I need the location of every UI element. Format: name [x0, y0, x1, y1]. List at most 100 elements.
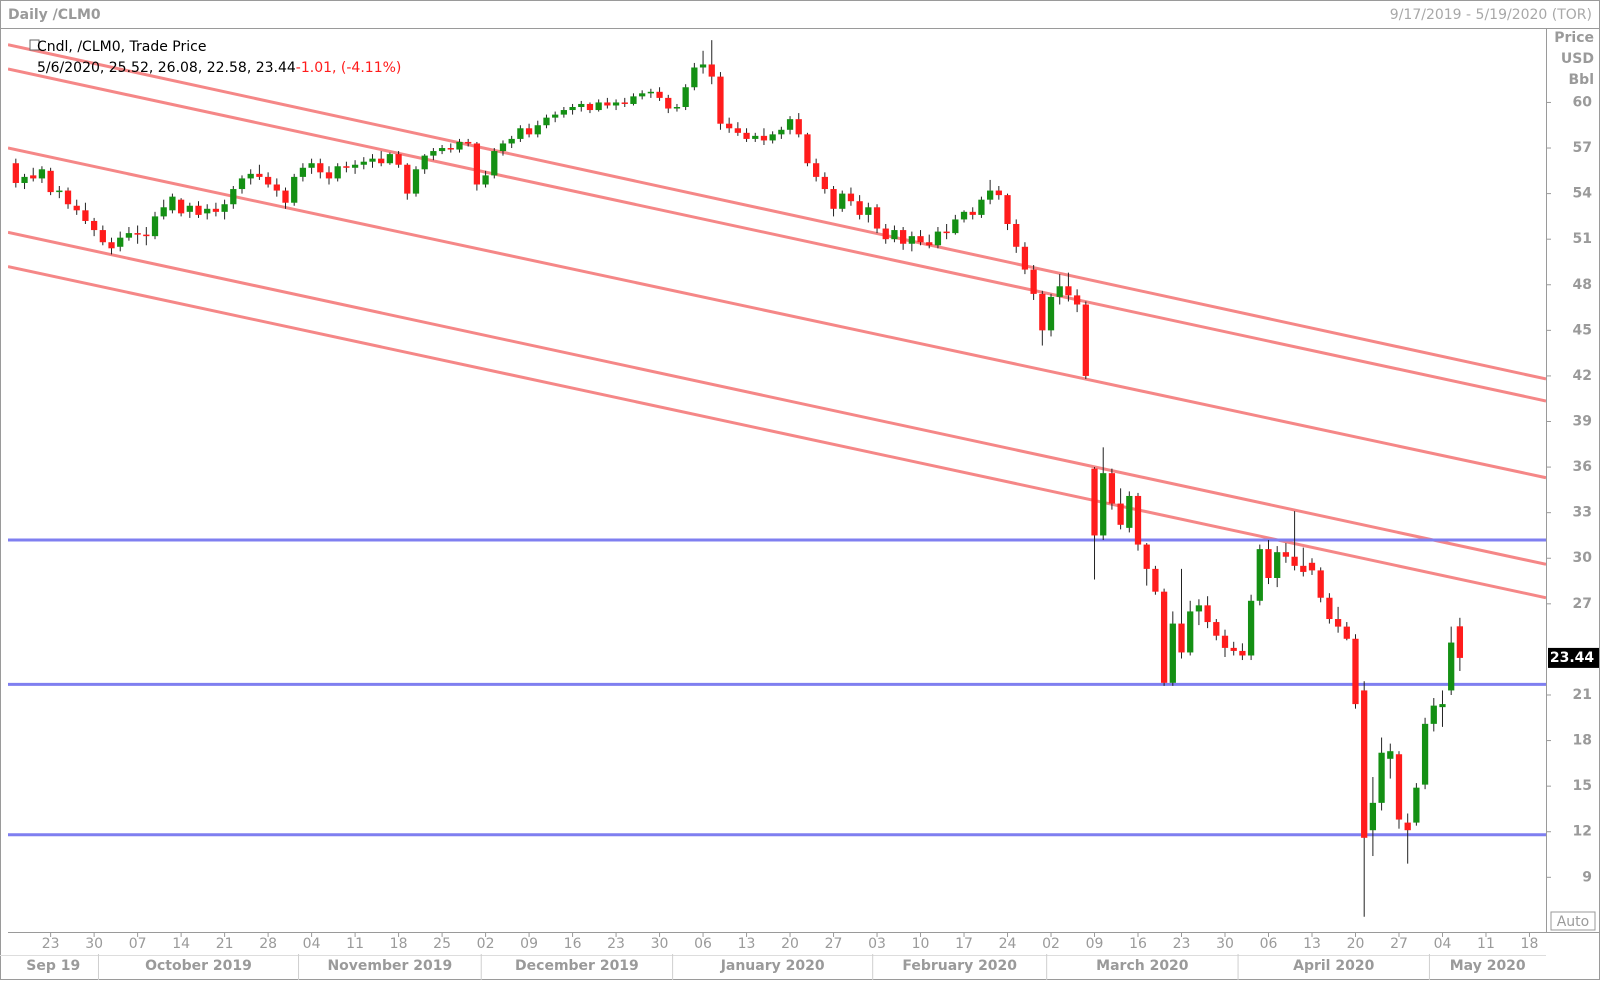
- candle-body: [160, 207, 167, 217]
- candle-body: [1274, 552, 1281, 578]
- x-tick-label: 20: [1347, 936, 1365, 952]
- candle-body: [656, 91, 663, 98]
- x-tick-label: 24: [999, 936, 1017, 952]
- candle-body: [1065, 286, 1072, 296]
- candle-body: [378, 158, 385, 164]
- candle-body: [517, 128, 524, 139]
- candle-body: [1421, 723, 1429, 785]
- candle-body: [891, 230, 898, 240]
- x-tick-label: 03: [868, 936, 886, 952]
- x-tick-label: 30: [1216, 936, 1234, 952]
- candle-body: [752, 135, 759, 139]
- candle-body: [1152, 568, 1159, 592]
- x-tick-label: 27: [825, 936, 843, 952]
- candle-body: [552, 114, 559, 118]
- candle-body: [1204, 605, 1211, 623]
- trend-line: [8, 67, 1546, 403]
- x-tick-label: 13: [738, 936, 756, 952]
- trend-line: [8, 265, 1546, 600]
- x-tick-label: 17: [955, 936, 973, 952]
- study-icon: [29, 39, 40, 51]
- candle-body: [473, 143, 481, 185]
- candle-body: [56, 190, 63, 193]
- candle-body: [238, 178, 246, 190]
- x-tick-label: 23: [607, 936, 625, 952]
- candle-body: [264, 176, 272, 185]
- candle-body: [804, 134, 811, 164]
- x-tick-label: 14: [172, 936, 190, 952]
- x-tick-label: 23: [42, 936, 60, 952]
- candle-body: [499, 143, 507, 152]
- candle-body: [317, 163, 324, 173]
- candle-body: [943, 231, 950, 234]
- candle-body: [882, 228, 889, 240]
- candle-body: [30, 175, 37, 179]
- candle-body: [543, 117, 550, 126]
- last-price-label: 23.44: [1550, 650, 1595, 666]
- candle-body: [212, 208, 220, 212]
- y-tick-label: 27: [1573, 596, 1592, 612]
- candle-body: [299, 167, 307, 177]
- x-tick-label: 23: [1173, 936, 1191, 952]
- candle-body: [960, 211, 968, 220]
- candle-body: [760, 135, 768, 141]
- candle-body: [525, 128, 533, 135]
- candle-body: [412, 169, 420, 194]
- y-tick-label: 51: [1573, 231, 1592, 247]
- candle-body: [778, 129, 785, 135]
- last-price-box: [1548, 647, 1599, 668]
- candle-body: [117, 237, 124, 247]
- month-label: April 2020: [1293, 958, 1374, 974]
- y-tick-label: 18: [1573, 733, 1592, 749]
- candle-body: [1004, 195, 1011, 224]
- candle-body: [1404, 822, 1411, 831]
- info-change: -1.01, (-4.11%): [296, 60, 402, 76]
- candle-body: [734, 128, 741, 133]
- x-tick-label: 11: [346, 936, 364, 952]
- candle-body: [360, 161, 367, 165]
- x-tick-label: 11: [1477, 936, 1495, 952]
- candle-body: [308, 163, 315, 168]
- candle-body: [465, 141, 472, 144]
- candle-body: [143, 234, 150, 237]
- candle-body: [21, 176, 28, 183]
- candle-body: [1239, 650, 1246, 656]
- candle-body: [786, 119, 794, 130]
- candle-body: [1361, 690, 1368, 838]
- info-values: 5/6/2020, 25.52, 26.08, 22.58, 23.44: [37, 60, 296, 76]
- candle-body: [1413, 787, 1420, 823]
- candle-body: [47, 170, 54, 193]
- candle-body: [73, 205, 80, 211]
- candle-body: [1013, 223, 1020, 247]
- month-label: February 2020: [902, 958, 1017, 974]
- candle-body: [595, 102, 602, 111]
- y-axis-label: Bbl: [1569, 72, 1595, 88]
- candle-body: [430, 151, 437, 156]
- x-tick-label: 02: [477, 936, 495, 952]
- candle-body: [934, 231, 942, 246]
- candle-body: [795, 119, 802, 135]
- candle-body: [1039, 293, 1046, 331]
- candle-body: [351, 164, 359, 168]
- candle-body: [1169, 623, 1176, 683]
- candle-body: [99, 230, 106, 243]
- trend-line: [8, 230, 1546, 566]
- candle-body: [447, 148, 454, 150]
- candle-body: [1439, 704, 1446, 708]
- candle-body: [839, 193, 846, 209]
- candle-body: [404, 164, 411, 194]
- x-tick-label: 20: [781, 936, 799, 952]
- candle-body: [1256, 549, 1263, 601]
- y-tick-label: 39: [1573, 414, 1592, 430]
- candle-body: [282, 190, 289, 203]
- month-label: October 2019: [145, 958, 252, 974]
- candle-body: [1300, 565, 1307, 572]
- candle-body: [682, 87, 689, 108]
- month-label: January 2020: [720, 958, 825, 974]
- candle-body: [508, 138, 515, 144]
- scale-mode-button[interactable]: [1550, 911, 1596, 931]
- candle-body: [273, 184, 280, 191]
- y-tick-label: 30: [1573, 550, 1593, 566]
- month-label: Sep 19: [26, 958, 80, 974]
